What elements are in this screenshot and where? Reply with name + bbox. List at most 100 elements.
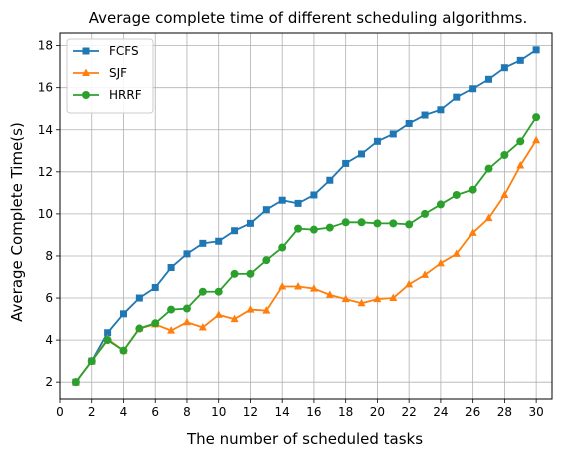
- sjf-point: [452, 249, 461, 257]
- legend-label: HRRF: [109, 88, 142, 102]
- axis-ticks: 0 2 4 6 8 10 12 14 16 18 20 22 24 26 28 302468101214161…: [38, 39, 544, 419]
- x-tick-label: 24: [433, 405, 448, 419]
- legend-item-sjf: SJF: [73, 66, 127, 80]
- sjf-point: [421, 270, 430, 278]
- legend-label: SJF: [109, 66, 127, 80]
- fcfs-point: [278, 196, 286, 204]
- fcfs-point: [151, 284, 159, 292]
- sjf-point: [405, 279, 414, 288]
- legend-marker: [82, 68, 90, 76]
- y-tick-label: 14: [38, 123, 53, 137]
- hrrf-point: [436, 200, 445, 209]
- sjf-point: [500, 190, 509, 198]
- x-tick-label: 10: [211, 405, 226, 419]
- hrrf-point: [103, 336, 112, 345]
- x-tick-label: 14: [275, 405, 290, 419]
- sjf-point: [357, 298, 366, 307]
- fcfs-point: [199, 239, 207, 247]
- hrrf-point: [119, 346, 128, 355]
- hrrf-point: [135, 324, 144, 333]
- sjf-point: [436, 258, 445, 267]
- fcfs-point: [405, 119, 413, 127]
- sjf-point: [262, 306, 271, 314]
- fcfs-point: [358, 150, 366, 158]
- hrrf-point: [278, 243, 287, 252]
- x-tick-label: 30: [528, 405, 543, 419]
- y-tick-label: 2: [45, 375, 53, 389]
- sjf-point: [325, 290, 334, 298]
- sjf-point: [468, 228, 477, 236]
- sjf-point: [167, 326, 176, 334]
- sjf-point: [309, 284, 318, 292]
- fcfs-point: [437, 106, 445, 114]
- fcfs-point: [342, 159, 350, 167]
- hrrf-point: [294, 224, 303, 233]
- hrrf-point: [373, 219, 382, 228]
- hrrf-point: [214, 287, 223, 296]
- sjf-point: [278, 281, 287, 290]
- fcfs-point: [326, 176, 334, 184]
- sjf-point: [389, 293, 398, 302]
- fcfs-point: [262, 206, 270, 214]
- sjf-point: [341, 294, 350, 303]
- fcfs-point: [119, 310, 127, 318]
- series-group: [71, 46, 541, 387]
- fcfs-point: [500, 64, 508, 72]
- legend-marker: [82, 47, 90, 55]
- x-axis-title: The number of scheduled tasks: [186, 430, 423, 448]
- fcfs-point: [469, 85, 477, 93]
- legend-marker: [82, 91, 90, 99]
- y-tick-label: 4: [45, 333, 53, 347]
- fcfs-point: [104, 329, 112, 337]
- fcfs-point: [135, 294, 143, 302]
- x-tick-label: 20: [370, 405, 385, 419]
- x-tick-label: 0: [56, 405, 64, 419]
- hrrf-point: [532, 113, 541, 122]
- hrrf-point: [516, 137, 525, 146]
- hrrf-point: [421, 209, 430, 218]
- fcfs-point: [310, 191, 318, 199]
- x-tick-label: 2: [88, 405, 96, 419]
- legend-item-hrrf: HRRF: [73, 88, 142, 102]
- fcfs-point: [294, 199, 302, 207]
- x-tick-label: 8: [183, 405, 191, 419]
- y-tick-label: 10: [38, 207, 53, 221]
- y-tick-label: 12: [38, 165, 53, 179]
- x-tick-label: 26: [465, 405, 480, 419]
- fcfs-point: [421, 111, 429, 119]
- y-tick-label: 6: [45, 291, 53, 305]
- x-tick-label: 6: [151, 405, 159, 419]
- fcfs-point: [453, 93, 461, 101]
- hrrf-point: [71, 378, 80, 387]
- hrrf-point: [309, 225, 318, 234]
- series-hrrf: [71, 113, 541, 387]
- fcfs-point: [389, 130, 397, 138]
- plot-frame: [59, 32, 553, 400]
- y-tick-label: 18: [38, 39, 53, 53]
- hrrf-point: [87, 357, 96, 366]
- sjf-point: [484, 213, 493, 222]
- legend: FCFS SJF HRRF: [66, 38, 154, 114]
- sjf-point: [182, 317, 191, 326]
- fcfs-point: [485, 75, 493, 83]
- sjf-point: [198, 322, 207, 331]
- hrrf-point: [452, 190, 461, 199]
- fcfs-point: [231, 227, 239, 235]
- x-tick-label: 22: [402, 405, 417, 419]
- fcfs-point: [183, 250, 191, 258]
- hrrf-point: [151, 319, 160, 328]
- hrrf-point: [500, 151, 509, 159]
- chart-title: Average complete time of different sched…: [89, 9, 528, 27]
- y-axis-title: Average Complete Time(s): [8, 122, 26, 322]
- hrrf-point: [182, 304, 191, 313]
- fcfs-point: [246, 219, 254, 227]
- sjf-point: [214, 310, 223, 318]
- sjf-point: [516, 161, 525, 169]
- hrrf-point: [198, 287, 207, 296]
- hrrf-point: [167, 305, 176, 314]
- x-tick-label: 28: [497, 405, 512, 419]
- sjf-point: [373, 294, 382, 303]
- y-tick-label: 8: [45, 249, 53, 263]
- hrrf-point: [246, 269, 255, 278]
- hrrf-point: [325, 223, 334, 232]
